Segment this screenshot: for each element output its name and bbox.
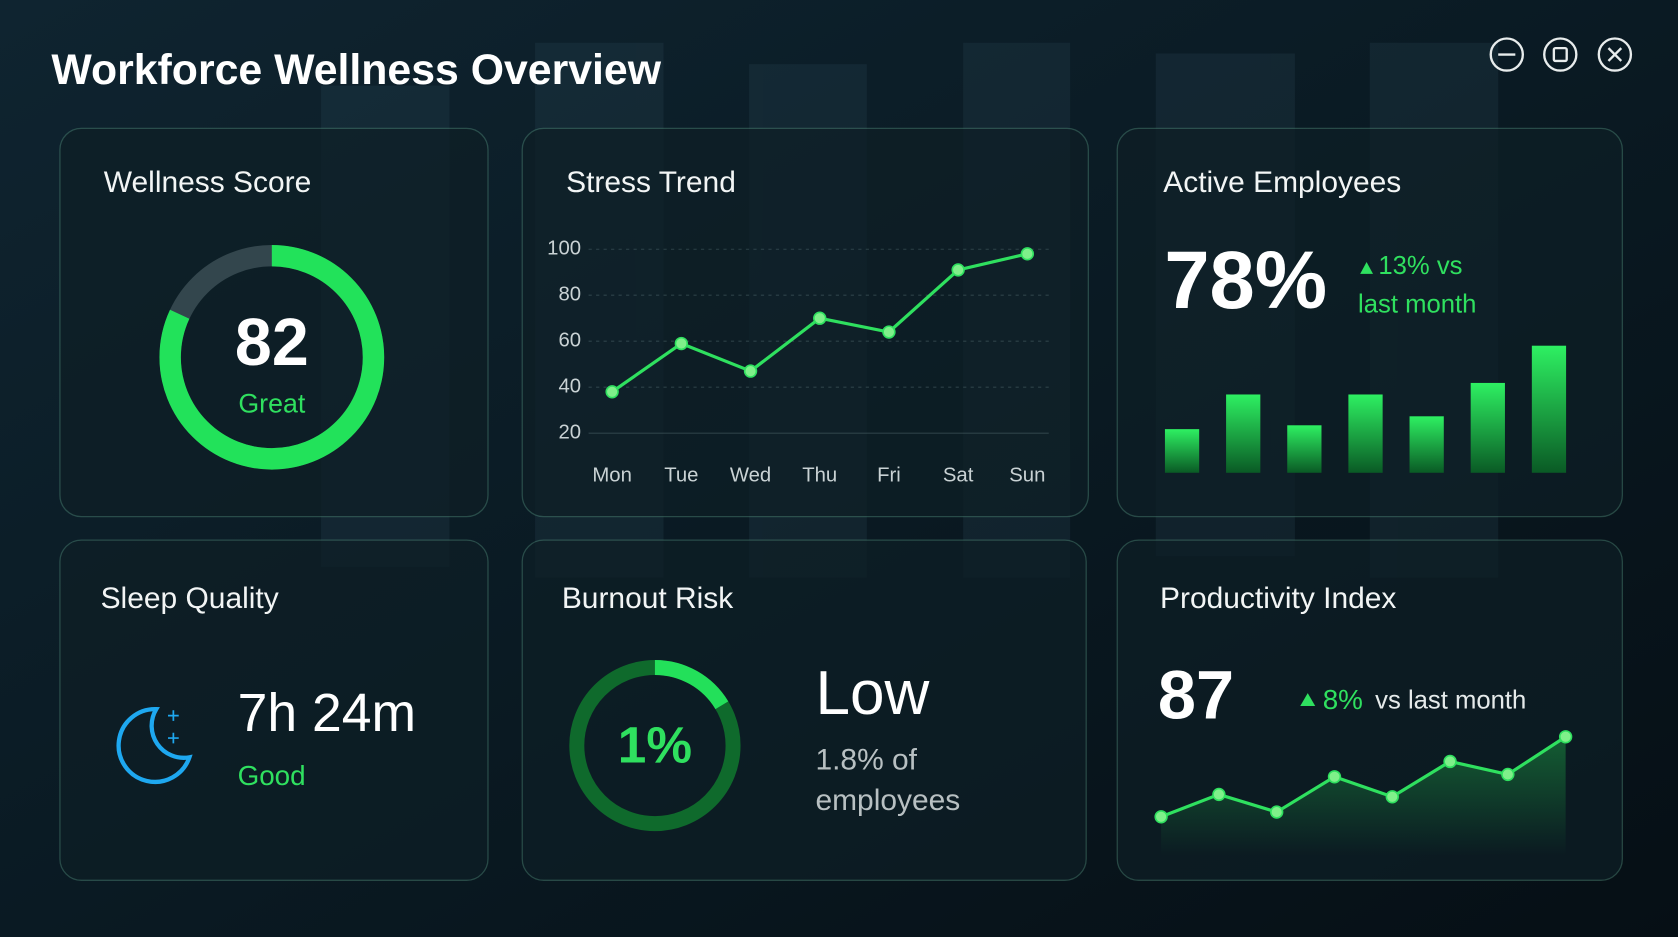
- page-title: Workforce Wellness Overview: [51, 46, 661, 94]
- y-tick-label: 60: [558, 330, 581, 352]
- burnout-detail: 1.8% of: [815, 743, 917, 776]
- sparkline: [1154, 730, 1573, 856]
- score-status: Great: [238, 388, 305, 418]
- card: [521, 539, 1087, 881]
- bar: [1531, 345, 1567, 473]
- card-title: Burnout Risk: [562, 582, 734, 615]
- bar: [1226, 394, 1261, 473]
- card: [521, 127, 1089, 518]
- x-tick-label: Wed: [730, 464, 771, 486]
- up-arrow: [1360, 262, 1374, 274]
- card: [59, 127, 489, 518]
- x-tick-label: Sun: [1009, 464, 1045, 486]
- moon-icon: [116, 707, 193, 785]
- x-tick-label: Mon: [592, 464, 632, 486]
- x-tick-label: Fri: [877, 464, 901, 486]
- sleep-value: 7h 24m: [238, 684, 416, 743]
- point: [1212, 787, 1226, 802]
- point: [951, 263, 965, 277]
- y-tick-label: 100: [547, 238, 581, 260]
- point: [674, 336, 689, 351]
- y-tick-label: 40: [558, 376, 581, 398]
- y-tick-label: 20: [558, 422, 581, 444]
- bar: [1164, 429, 1200, 473]
- bar: [1470, 382, 1505, 473]
- productivity-value: 87: [1158, 657, 1234, 734]
- bar: [1287, 425, 1322, 473]
- gauge-arc: [159, 244, 385, 470]
- score-value: 82: [235, 306, 309, 380]
- point: [882, 325, 896, 339]
- card-title: Stress Trend: [566, 166, 736, 199]
- point: [813, 311, 827, 325]
- maximize-button[interactable]: [1543, 37, 1578, 72]
- sleep-status: Good: [238, 760, 306, 791]
- card-title: Active Employees: [1163, 166, 1401, 199]
- x-tick-label: Sat: [943, 464, 974, 486]
- window-controls: [1489, 37, 1633, 72]
- stress-chart: 20 40 60 80 100 Mon Tue Wed Thu Fri Sat Sun: [547, 238, 1049, 486]
- point: [1443, 754, 1457, 769]
- area: [1161, 736, 1566, 856]
- productivity-change-text: vs last month: [1375, 686, 1526, 714]
- y-tick-label: 80: [558, 284, 581, 306]
- active-change: 13% vs: [1378, 252, 1462, 280]
- card: [59, 539, 489, 881]
- point: [1020, 247, 1035, 261]
- card-title: Sleep Quality: [101, 582, 279, 615]
- x-tick-label: Tue: [664, 464, 698, 486]
- burnout-detail: employees: [815, 784, 960, 817]
- point: [1501, 767, 1515, 782]
- card-title: Wellness Score: [104, 166, 311, 199]
- active-change-text: last month: [1358, 291, 1476, 319]
- point: [1558, 730, 1573, 744]
- point: [1270, 805, 1284, 819]
- line: [1160, 735, 1567, 819]
- point: [605, 385, 619, 399]
- x-tick-label: Thu: [802, 464, 837, 486]
- bar-chart: [1164, 345, 1567, 473]
- point: [1385, 790, 1399, 804]
- ring-arc: [569, 659, 741, 832]
- productivity-change: 8%: [1323, 684, 1363, 715]
- close-button[interactable]: [1597, 37, 1633, 72]
- bar: [1348, 394, 1383, 473]
- card-title: Productivity Index: [1160, 582, 1396, 615]
- active-value: 78%: [1164, 235, 1327, 326]
- bar: [1409, 416, 1444, 473]
- burnout-value: 1%: [618, 716, 692, 773]
- up-arrow: [1300, 693, 1316, 706]
- burnout-level: Low: [815, 659, 929, 728]
- point: [743, 364, 758, 378]
- point: [1154, 810, 1168, 824]
- minimize-button[interactable]: [1489, 37, 1525, 72]
- point: [1327, 770, 1342, 784]
